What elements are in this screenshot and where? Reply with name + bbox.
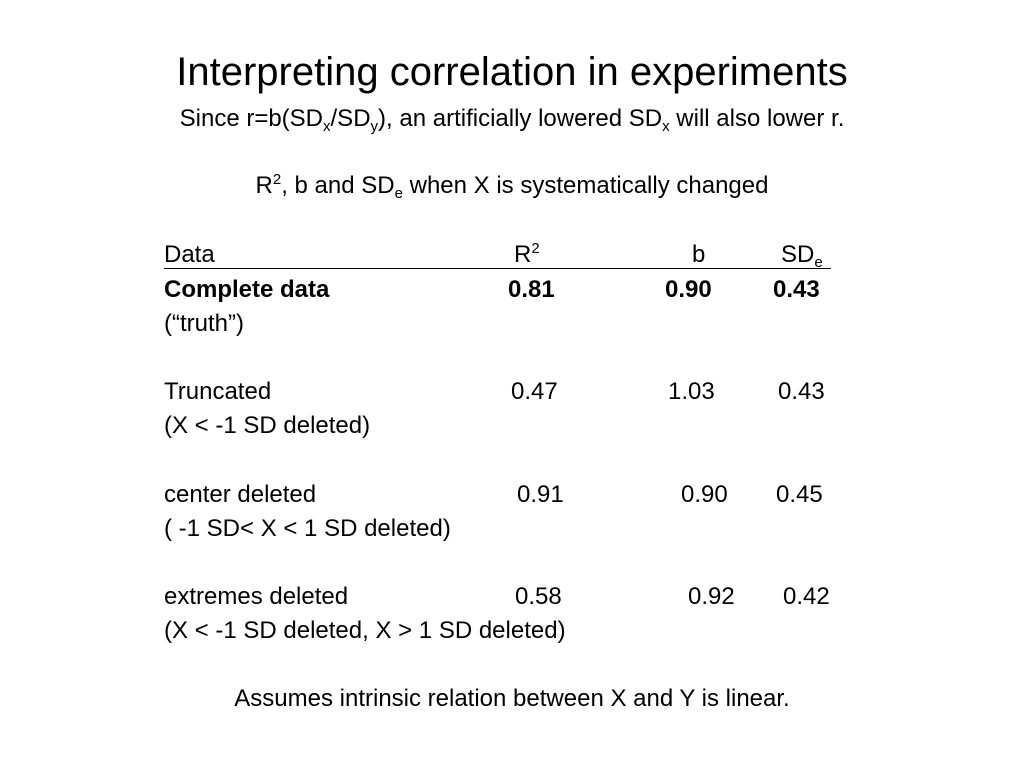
header-b: b (692, 241, 706, 268)
row-b: 0.90 (681, 481, 728, 508)
row-b: 1.03 (668, 378, 715, 405)
header-r2-superscript: 2 (531, 240, 540, 257)
header-r2-base: R (514, 241, 532, 268)
slide-title: Interpreting correlation in experiments (176, 50, 848, 94)
header-data: Data (164, 241, 215, 268)
row-note: ( -1 SD< X < 1 SD deleted) (164, 515, 451, 542)
row-sde: 0.45 (776, 481, 823, 508)
header-sde-subscript: e (814, 254, 823, 271)
row-label: Truncated (164, 378, 272, 405)
heading-text: , b and SD (281, 172, 395, 199)
row-r2: 0.81 (508, 276, 555, 303)
row-label: center deleted (164, 481, 317, 508)
row-b: 0.90 (665, 276, 712, 303)
subtitle-text: Since r=b(SD (179, 105, 324, 132)
subtitle-subscript: y (370, 118, 379, 135)
heading-subscript: e (394, 185, 403, 202)
subtitle-text: will also lower r. (669, 105, 845, 132)
heading-text: when X is systematically changed (402, 172, 769, 199)
slide-subtitle: Since r=b(SDx/SDy), an artificially lowe… (0, 104, 1024, 134)
table-heading: R2, b and SDe when X is systematically c… (0, 171, 1024, 201)
row-note: (X < -1 SD deleted) (164, 412, 371, 439)
row-r2: 0.91 (517, 481, 564, 508)
row-sde: 0.43 (773, 276, 820, 303)
subtitle-text: /SD (330, 105, 371, 132)
heading-text: R (255, 172, 273, 199)
row-note: (“truth”) (164, 310, 244, 337)
subtitle-subscript: x (323, 118, 331, 135)
subtitle-text: ), an artificially lowered SD (378, 105, 663, 132)
row-label: extremes deleted (164, 583, 349, 610)
row-r2: 0.47 (511, 378, 558, 405)
slide-footer-note: Assumes intrinsic relation between X and… (234, 685, 790, 712)
row-label: Complete data (164, 276, 330, 303)
row-note: (X < -1 SD deleted, X > 1 SD deleted) (164, 617, 566, 644)
row-b: 0.92 (688, 583, 735, 610)
row-r2: 0.58 (515, 583, 562, 610)
header-sde-base: SD (781, 241, 815, 268)
header-sde: SDe (781, 240, 823, 270)
heading-superscript: 2 (272, 171, 282, 188)
header-underline (164, 268, 831, 269)
header-r2: R2 (514, 240, 540, 270)
row-sde: 0.42 (783, 583, 830, 610)
row-sde: 0.43 (778, 378, 825, 405)
subtitle-subscript: x (662, 118, 670, 135)
